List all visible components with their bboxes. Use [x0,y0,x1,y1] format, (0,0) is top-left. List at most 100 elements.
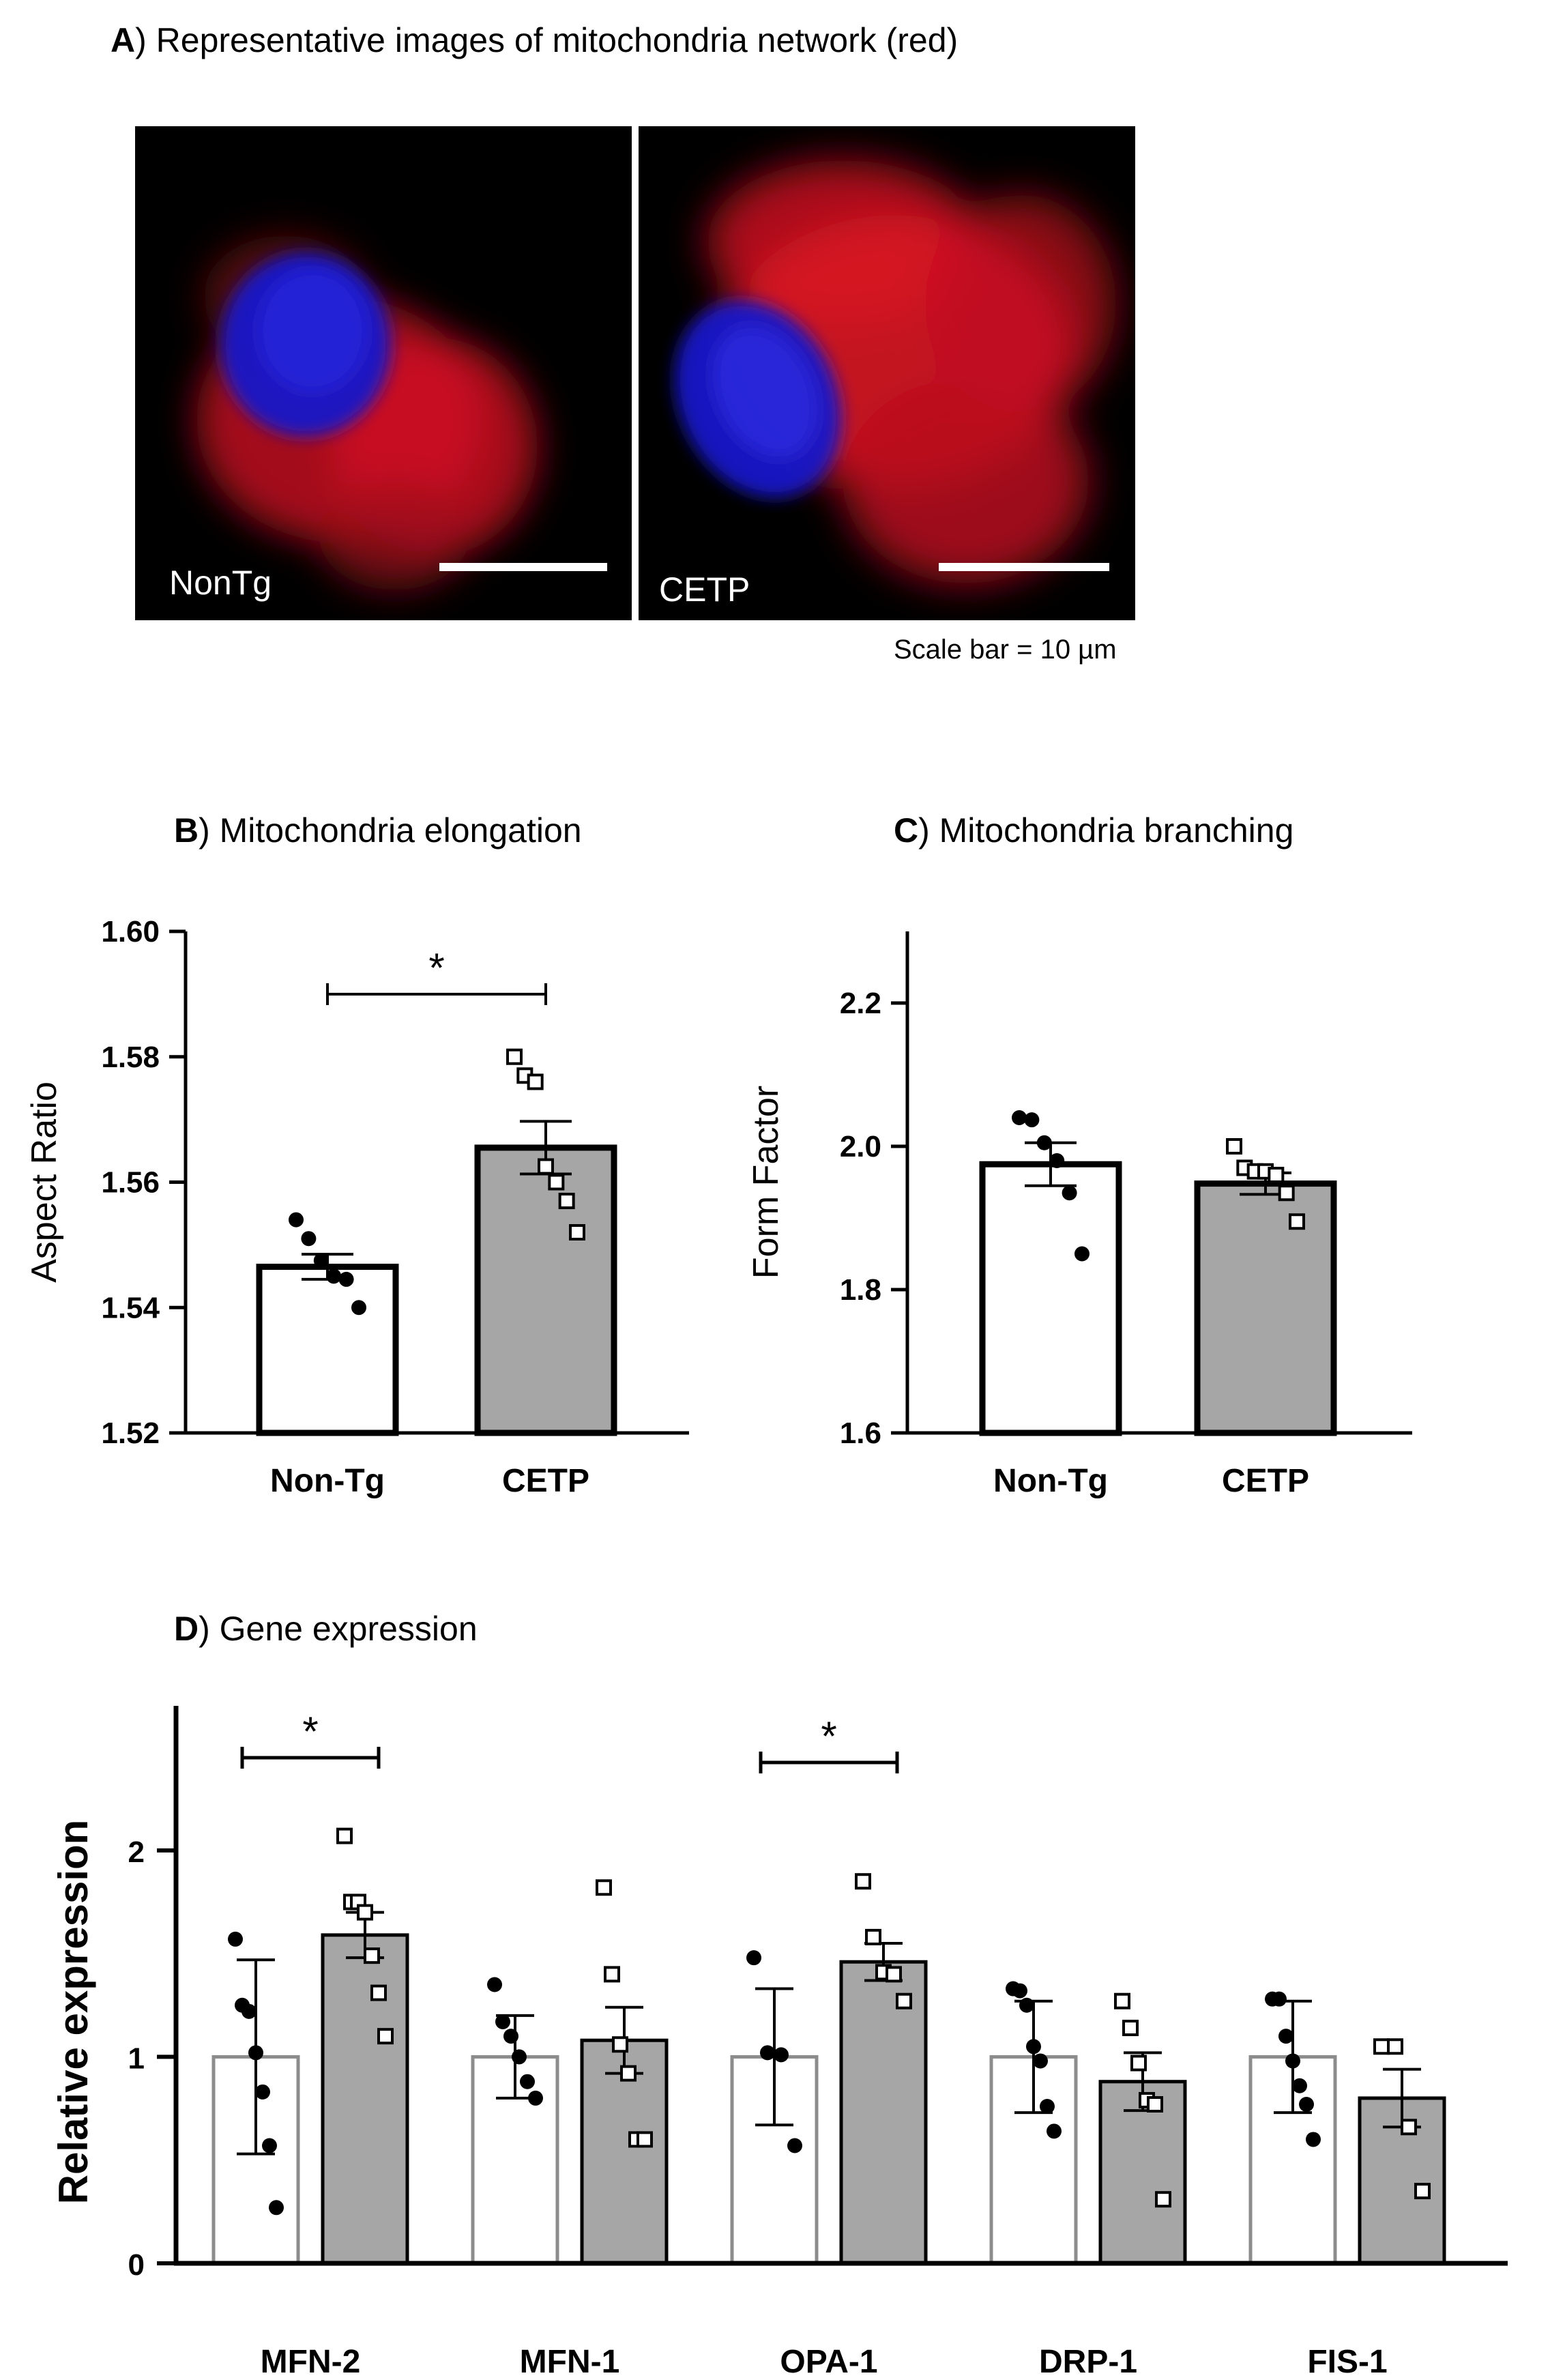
chart-D-point-MFN-1-series-0 [487,1977,502,1992]
chart-D-point-FIS-1-series-0 [1306,2132,1321,2147]
panel-d-letter: D [174,1610,199,1648]
chart-D-point-OPA-1-series-1 [886,1966,902,1983]
chart-C-point-CETP [1289,1213,1305,1230]
chart-D-point-MFN-2-series-0 [262,2138,277,2153]
chart-D-bar-OPA-1-series-1 [839,1960,928,2265]
chart-B-point-CETP [506,1048,523,1065]
chart-B-bar-CETP [474,1144,617,1436]
chart-D-point-MFN-2-series-0 [242,2003,257,2019]
chart-B-point-CETP [527,1073,544,1090]
chart-D-x-tick-label: MFN-1 [520,2344,620,2380]
chart-D-point-FIS-1-series-1 [1401,2119,1417,2136]
chart-D-point-OPA-1-series-0 [774,2047,789,2063]
chart-D-point-FIS-1-series-0 [1278,2029,1293,2044]
chart-C-point-CETP [1268,1167,1285,1183]
chart-D-point-MFN-1-series-0 [520,2074,535,2089]
chart-D-point-DRP-1-series-0 [1040,2099,1055,2115]
chart-B-point-Non-Tg [289,1212,304,1228]
chart-D-x-tick-label: FIS-1 [1307,2344,1387,2380]
chart-D-point-OPA-1-series-1 [865,1928,881,1945]
panel-a-title-text: ) Representative images of mitochondria … [135,21,959,59]
chart-D-point-FIS-1-series-1 [1373,2038,1390,2055]
scale-bar-cetp [939,563,1109,571]
micrograph-nontg-image [196,235,538,590]
chart-D-point-MFN-1-series-1 [596,1879,612,1896]
chart-D-y-tick-label: 0 [128,2248,145,2282]
chart-D-point-DRP-1-series-1 [1130,2055,1147,2072]
panel-c-title: C) Mitochondria branching [894,811,1293,850]
chart-D-x-tick-label: DRP-1 [1039,2344,1137,2380]
scale-bar-nontg [439,563,607,571]
chart-B-y-axis-label: Aspect Ratio [25,1082,64,1283]
chart-D-point-MFN-1-series-1 [637,2131,653,2148]
chart-D-y-axis-label: Relative expression [50,1820,96,2205]
chart-D-point-FIS-1-series-1 [1387,2038,1403,2055]
chart-B-x-tick-label: Non-Tg [270,1463,385,1499]
micrograph-nontg: NonTg [135,126,632,620]
chart-B-point-CETP [538,1158,554,1175]
chart-D-sig-label-OPA-1: * [821,1713,836,1759]
panel-d-title-text: ) Gene expression [199,1610,478,1648]
micrograph-nontg-label: NonTg [169,564,272,602]
chart-C-y-tick-label: 2.0 [840,1130,881,1163]
chart-D-point-DRP-1-series-0 [1012,1983,1027,1999]
chart-D-point-MFN-1-series-0 [503,2029,518,2044]
panel-a-letter: A [111,21,136,59]
chart-D-point-MFN-2-series-0 [228,1931,243,1947]
panel-c-letter: C [894,811,919,850]
chart-D-point-DRP-1-series-0 [1019,1997,1034,2013]
chart-D-point-MFN-1-series-0 [495,2014,510,2029]
chart-D-point-MFN-1-series-0 [528,2090,543,2106]
chart-B-point-CETP [558,1193,575,1210]
chart-D-point-MFN-2-series-1 [357,1904,373,1921]
chart-B-y-tick-label: 1.52 [101,1417,160,1450]
panel-b-letter: B [174,811,199,850]
chart-C-point-CETP [1278,1185,1295,1202]
chart-D-point-OPA-1-series-1 [896,1992,912,2009]
chart-B-bar-Non-Tg [256,1264,399,1436]
chart-D-point-FIS-1-series-0 [1292,2078,1307,2093]
panel-b-title-text: ) Mitochondria elongation [199,811,582,850]
panel-b-title: B) Mitochondria elongation [174,811,582,850]
chart-D-x-tick-label: OPA-1 [780,2344,877,2380]
chart-D-point-MFN-1-series-0 [512,2049,527,2065]
chart-C-y-tick-label: 2.2 [840,987,881,1020]
panel-c-title-text: ) Mitochondria branching [918,811,1294,850]
chart-D-point-MFN-2-series-1 [364,1947,380,1964]
chart-D-bar-FIS-1-series-0 [1248,2055,1337,2265]
micrograph-cetp-label: CETP [659,570,750,609]
chart-D-bar-MFN-2-series-1 [321,1933,409,2265]
chart-D-point-DRP-1-series-0 [1026,2039,1041,2055]
chart-C-point-Non-Tg [1062,1185,1077,1201]
chart-D-point-MFN-2-series-0 [255,2084,270,2100]
chart-C-point-Non-Tg [1024,1112,1040,1128]
chart-C-x-tick-label: Non-Tg [993,1463,1108,1499]
chart-B-y-tick-label: 1.54 [101,1291,160,1324]
micrograph-cetp: CETP [639,126,1135,620]
scale-bar-caption: Scale bar = 10 µm [894,635,1117,665]
chart-D-point-FIS-1-series-0 [1299,2097,1314,2113]
chart-D-point-OPA-1-series-0 [760,2045,775,2061]
chart-C-point-CETP [1226,1138,1242,1155]
chart-B-y-tick-label: 1.58 [101,1041,160,1074]
chart-B-y-tick-label: 1.56 [101,1166,160,1200]
chart-D-point-OPA-1-series-0 [746,1950,761,1966]
chart-D-point-MFN-1-series-1 [612,2036,628,2053]
chart-D-y-tick-label: 2 [128,1835,145,1869]
chart-D-point-DRP-1-series-1 [1122,2020,1139,2037]
chart-B-point-Non-Tg [313,1253,329,1268]
chart-D-point-OPA-1-series-0 [787,2138,802,2153]
chart-D-point-MFN-1-series-1 [604,1966,620,1983]
chart-C-bar-Non-Tg [979,1161,1122,1436]
chart-C-bar-CETP [1194,1180,1337,1436]
chart-B-point-Non-Tg [301,1231,317,1247]
chart-D-x-tick-label: MFN-2 [261,2344,361,2380]
chart-D-point-MFN-2-series-1 [336,1827,353,1844]
micrograph-cetp-image [675,160,1116,583]
chart-D-point-DRP-1-series-0 [1033,2053,1048,2069]
chart-B-point-Non-Tg [338,1271,354,1287]
chart-D-point-MFN-2-series-0 [248,2045,263,2061]
chart-C-y-tick-label: 1.6 [840,1417,881,1450]
chart-C-point-Non-Tg [1074,1246,1090,1262]
